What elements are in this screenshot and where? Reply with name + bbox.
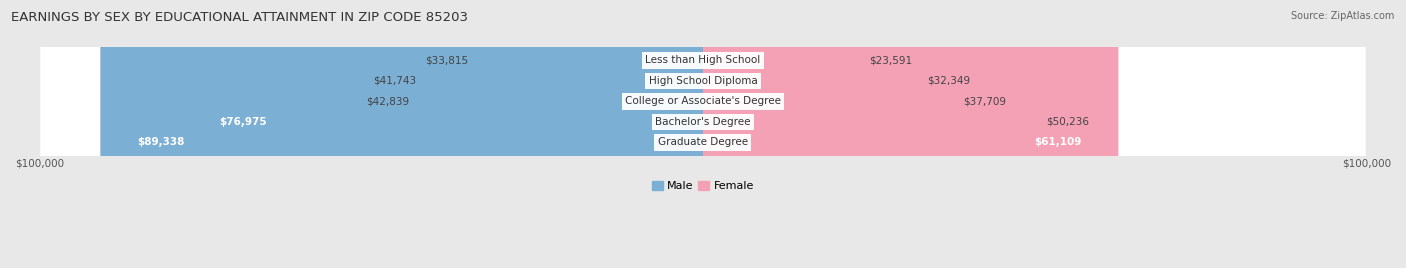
Text: $76,975: $76,975 (219, 117, 267, 127)
FancyBboxPatch shape (468, 0, 703, 268)
Text: High School Diploma: High School Diploma (648, 76, 758, 86)
Text: College or Associate's Degree: College or Associate's Degree (626, 96, 780, 106)
Text: Bachelor's Degree: Bachelor's Degree (655, 117, 751, 127)
Text: EARNINGS BY SEX BY EDUCATIONAL ATTAINMENT IN ZIP CODE 85203: EARNINGS BY SEX BY EDUCATIONAL ATTAINMEN… (11, 11, 468, 24)
Text: $42,839: $42,839 (366, 96, 409, 106)
FancyBboxPatch shape (703, 0, 963, 268)
Text: $33,815: $33,815 (426, 55, 468, 65)
Text: $23,591: $23,591 (869, 55, 912, 65)
FancyBboxPatch shape (409, 0, 703, 268)
FancyBboxPatch shape (39, 0, 1367, 268)
FancyBboxPatch shape (703, 0, 1118, 268)
FancyBboxPatch shape (39, 0, 1367, 268)
FancyBboxPatch shape (703, 0, 1046, 268)
Text: Graduate Degree: Graduate Degree (658, 137, 748, 147)
FancyBboxPatch shape (703, 0, 869, 268)
FancyBboxPatch shape (416, 0, 703, 268)
Text: $41,743: $41,743 (373, 76, 416, 86)
Text: $89,338: $89,338 (136, 137, 184, 147)
FancyBboxPatch shape (39, 0, 1367, 268)
Text: Less than High School: Less than High School (645, 55, 761, 65)
FancyBboxPatch shape (183, 0, 703, 268)
FancyBboxPatch shape (39, 0, 1367, 268)
Text: $32,349: $32,349 (928, 76, 970, 86)
Legend: Male, Female: Male, Female (647, 177, 759, 196)
Text: Source: ZipAtlas.com: Source: ZipAtlas.com (1291, 11, 1395, 21)
Text: $61,109: $61,109 (1035, 137, 1081, 147)
FancyBboxPatch shape (39, 0, 1367, 268)
FancyBboxPatch shape (703, 0, 928, 268)
FancyBboxPatch shape (100, 0, 703, 268)
Text: $50,236: $50,236 (1046, 117, 1090, 127)
Text: $37,709: $37,709 (963, 96, 1007, 106)
